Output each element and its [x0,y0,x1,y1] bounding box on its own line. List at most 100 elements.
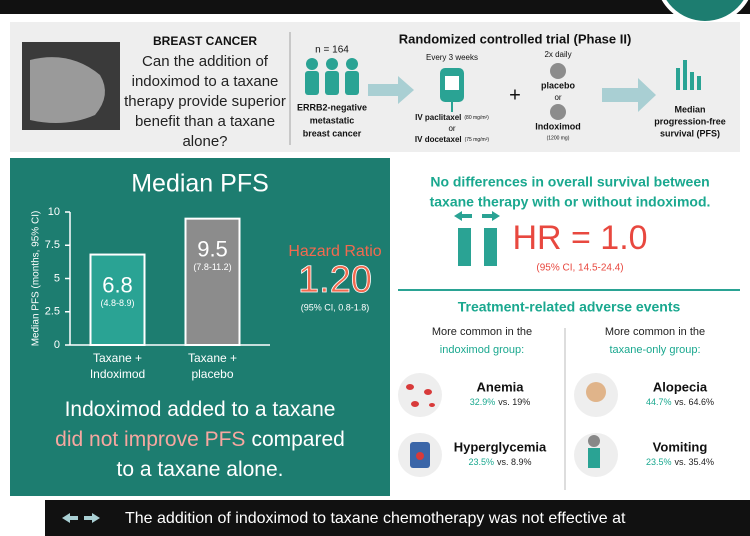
event-name: Anemia [477,379,525,394]
y-axis-label: Median PFS (months, 95% CI) [31,211,42,347]
body [588,448,600,468]
arrow [368,76,414,104]
plus: + [509,84,521,106]
group-lead: More common in the [605,326,705,338]
rate: 23.5% [468,457,494,467]
value-label: 9.5 [197,236,228,261]
question: Can the addition of indoximod to a taxane… [124,53,286,150]
frequency: 2x daily [544,50,571,59]
x-tick-label: placebo [191,367,233,381]
endpoint-line: progression-free [654,116,726,126]
rate: 44.7% [646,397,672,407]
anemia-icon [398,373,442,417]
survival-ci: (95% CI, 14.5-24.4) [536,263,623,274]
event-rate: 23.5% vs. 35.4% [646,457,714,467]
endpoint-line: survival (PFS) [660,128,720,138]
text-span: to a taxane alone. [117,458,284,481]
x-tick-label: Indoximod [90,367,145,381]
population-line: ERRB2-negative [297,102,367,112]
trial-title: Randomized controlled trial (Phase II) [399,31,632,46]
group-name: indoximod group: [440,344,524,356]
y-tick-label: 0 [54,339,60,351]
equal-icon [454,211,500,266]
survival-hr: HR = 1.0 [512,219,647,257]
question-title: BREAST CANCER [153,34,257,48]
endpoint: Median progression-free survival (PFS) [654,104,726,138]
y-tick-label: 10 [48,206,60,218]
rate: 32.9% [470,397,496,407]
pill-icon [550,63,566,79]
event-rate: 23.5% vs. 8.9% [468,457,531,467]
chart-title: Median PFS [131,170,269,198]
arm-dose: (1200 mg) [547,135,570,141]
iv-bag-icon [440,68,464,112]
survival-line: No differences in overall survival betwe… [430,174,709,190]
x-tick-label: Taxane + [188,351,237,365]
y-tick-label: 7.5 [45,239,60,251]
hazard-title: Hazard Ratio [288,243,381,260]
drug-dose: (80 mg/m²) [464,115,489,121]
endpoint-line: Median [674,104,705,114]
drop [416,452,424,460]
drug-dose: (75 mg/m²) [465,137,490,143]
people-icon [305,58,359,95]
conclusion-line: did not improve PFS compared [55,428,345,451]
arm: Indoximod [535,121,581,131]
question-line: therapy provide superior [124,93,286,110]
footer-icon [62,513,100,523]
event-rate: 44.7% vs. 64.6% [646,397,714,407]
survival-line: taxane therapy with or without indoximod… [430,194,711,210]
compare: vs. 8.9% [497,457,532,467]
text-span: Indoximod added to a taxane [65,398,336,421]
y-tick-label: 2.5 [45,306,60,318]
arm: placebo [541,80,576,90]
text-span: compared [251,428,344,451]
population-line: metastatic [310,115,355,125]
arrow [602,78,656,112]
event-name: Hyperglycemia [454,439,547,454]
top-band [0,0,750,14]
drug-name: IV paclitaxel [415,113,461,122]
rate: 23.5% [646,457,672,467]
conclusion-line: Indoximod added to a taxane [65,398,336,421]
compare: vs. 64.6% [675,397,715,407]
hazard-value: 1.20 [298,259,372,301]
footer-text: The addition of indoximod to taxane chem… [125,510,626,527]
drug: IV paclitaxel (80 mg/m²) [415,113,489,122]
x-tick-label: Taxane + [93,351,142,365]
adverse-title: Treatment-related adverse events [458,299,681,315]
mammogram-shape [30,57,105,124]
question-line: alone? [182,133,227,150]
event-rate: 32.9% vs. 19% [470,397,531,407]
population: ERRB2-negative metastatic breast cancer [297,102,367,138]
compare: vs. 19% [498,397,530,407]
head [588,435,600,447]
or: or [554,93,561,102]
schedule: Every 3 weeks [426,53,478,62]
bar [89,253,146,346]
anemia-cells [406,384,435,407]
population-line: breast cancer [303,128,362,138]
event-name: Alopecia [653,379,708,394]
conclusion-line: to a taxane alone. [117,458,284,481]
hazard-ci: (95% CI, 0.8-1.8) [301,302,370,312]
group-name: taxane-only group: [609,344,700,356]
sample-size: n = 164 [315,45,349,56]
head [586,382,606,402]
ci-label: (7.8-11.2) [193,262,231,272]
pill-icon [550,104,566,120]
or: or [448,124,455,133]
drug-name: IV docetaxel [415,135,462,144]
group-lead: More common in the [432,326,532,338]
highlight: did not improve PFS [55,428,245,451]
ci-label: (4.8-8.9) [100,298,134,308]
bar [184,217,241,346]
y-tick-label: 5 [54,272,60,284]
conclusion: Indoximod added to a taxane did not impro… [55,398,345,481]
question-line: benefit than a taxane [135,113,275,130]
chart-icon [676,60,701,90]
event-name: Vomiting [653,439,708,454]
question-line: indoximod to a taxane [132,73,279,90]
